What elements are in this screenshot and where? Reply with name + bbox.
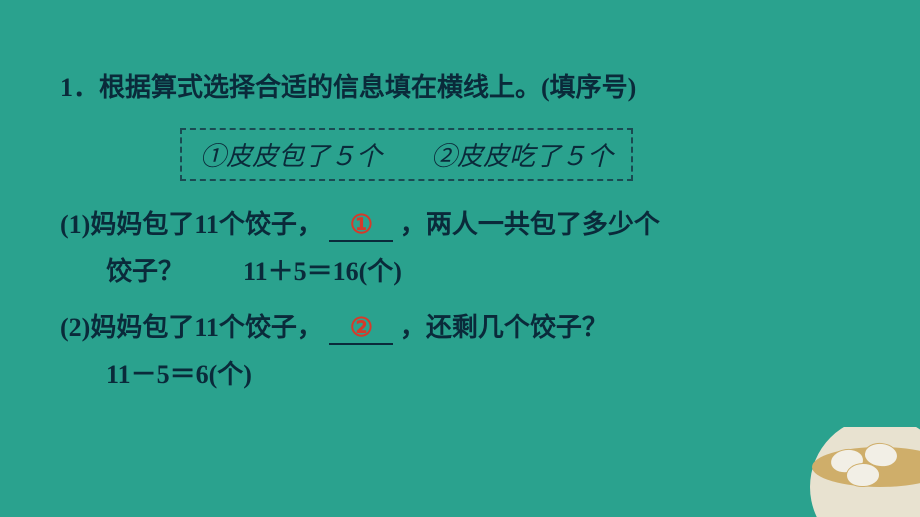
options-box: ①皮皮包了５个 ②皮皮吃了５个 (180, 128, 633, 181)
sub-question-1-line1: (1)妈妈包了11个饺子， ① ，两人一共包了多少个 (60, 207, 860, 243)
q2-answer: ② (329, 310, 393, 346)
q2-underline (329, 343, 393, 345)
q2-blank: ② (329, 310, 393, 346)
back-button[interactable]: 返回 (816, 463, 880, 493)
sub-question-1-line2: 饺子？ 11＋5＝16(个) (106, 254, 860, 290)
q1-blank: ① (329, 207, 393, 243)
option-1: ①皮皮包了５个 (200, 142, 382, 171)
option-2: ②皮皮吃了５个 (431, 142, 613, 171)
q2-prefix: (2)妈妈包了11个饺子， (60, 313, 323, 342)
q2-suffix: ，还剩几个饺子？ (400, 313, 608, 342)
q2-equation: 11－5＝6(个) (106, 360, 252, 389)
q1-prefix: (1)妈妈包了11个饺子， (60, 210, 323, 239)
sub-question-2-line2: 11－5＝6(个) (106, 357, 860, 393)
sub-question-2-line1: (2)妈妈包了11个饺子， ② ，还剩几个饺子？ (60, 310, 860, 346)
q1-equation: 11＋5＝16(个) (243, 257, 402, 286)
slide: 1．根据算式选择合适的信息填在横线上。(填序号) ①皮皮包了５个 ②皮皮吃了５个… (0, 0, 920, 517)
question-title: 1．根据算式选择合适的信息填在横线上。(填序号) (60, 70, 860, 106)
q1-underline (329, 240, 393, 242)
q1-line2a: 饺子？ (106, 257, 184, 286)
q1-answer: ① (329, 207, 393, 243)
q1-suffix: ，两人一共包了多少个 (400, 210, 660, 239)
